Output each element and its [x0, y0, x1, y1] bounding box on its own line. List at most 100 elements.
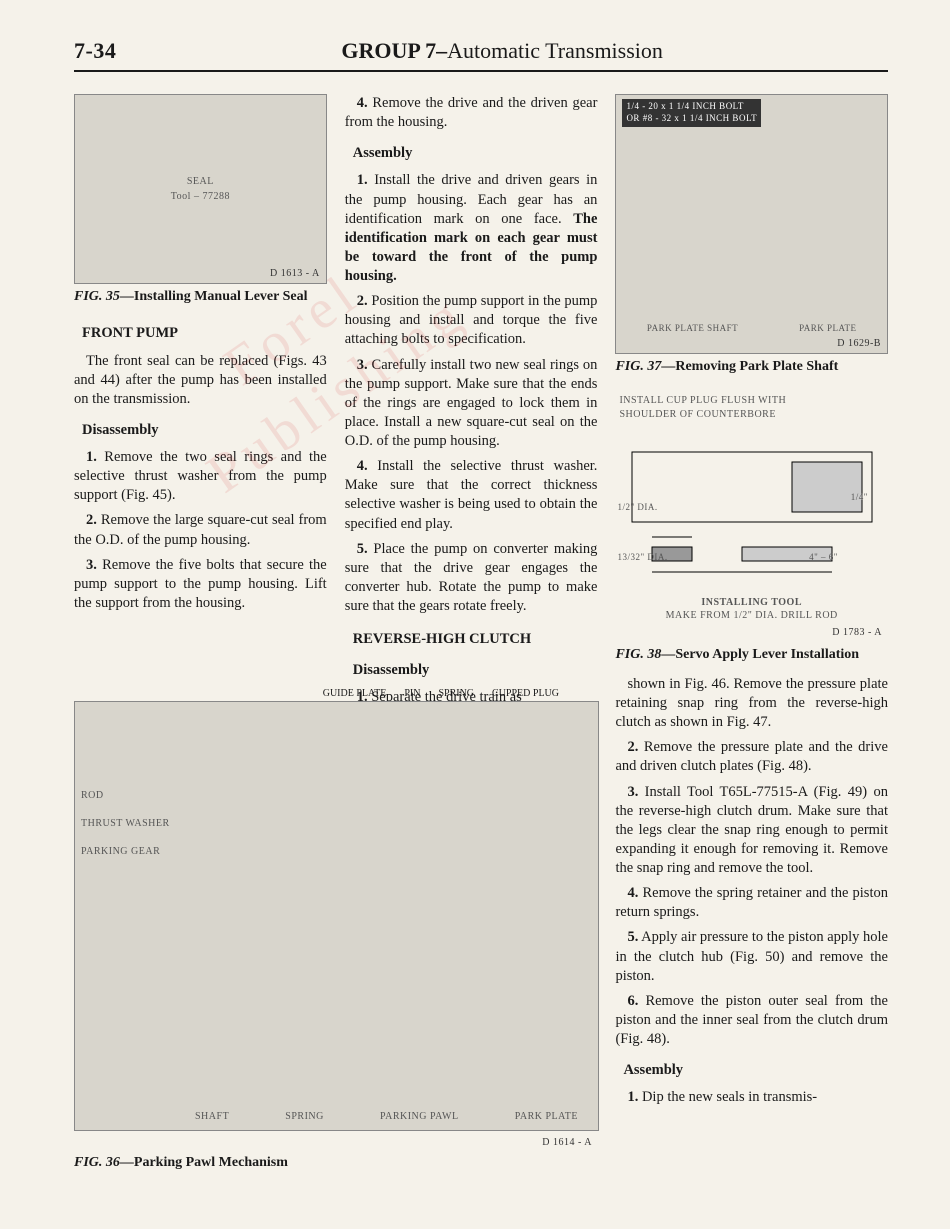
page-number: 7-34	[74, 38, 116, 64]
fig37-image: 1/4 - 20 x 1 1/4 INCH BOLT OR #8 - 32 x …	[615, 94, 888, 354]
c2-p2-t: Install the drive and driven gears in th…	[345, 172, 598, 226]
c3-p3-t: Install Tool T65L-77515-A (Fig. 49) on t…	[615, 784, 888, 877]
fig35-label-tool: Tool – 77288	[171, 190, 230, 203]
c2-p6-n: 5.	[357, 541, 368, 557]
fig38-diagram-svg	[622, 442, 882, 592]
fig36-tl-3: CUPPED PLUG	[492, 688, 559, 699]
c1-p3-t: Remove the large square-cut seal from th…	[74, 512, 327, 547]
header-title: GROUP 7–Automatic Transmission	[116, 38, 888, 64]
fig37-caption: FIG. 37—Removing Park Plate Shaft	[615, 358, 888, 376]
fig38-id: D 1783 - A	[832, 626, 882, 639]
fig37-caption-label: FIG. 37—	[615, 359, 675, 374]
c2-p3: 2. Position the pump support in the pump…	[345, 292, 598, 349]
c3-p3-n: 3.	[627, 784, 638, 800]
fig36-sl-6: PARK PLATE	[515, 1111, 578, 1122]
fig37-top-note: 1/4 - 20 x 1 1/4 INCH BOLT OR #8 - 32 x …	[622, 99, 761, 127]
sub-assembly-1: Assembly	[353, 144, 598, 163]
c1-p2-n: 1.	[86, 449, 97, 465]
fig36-id: D 1614 - A	[542, 1137, 592, 1148]
fig38-dim-2: 13/32" DIA.	[617, 552, 667, 564]
sub-assembly-2: Assembly	[623, 1061, 888, 1080]
fig36-image: ROD THRUST WASHER PARKING GEAR SHAFT SPR…	[74, 701, 599, 1131]
c3-p6-t: Remove the piston outer seal from the pi…	[615, 993, 888, 1047]
c2-p3-n: 2.	[357, 293, 368, 309]
c2-p1-t: Remove the drive and the driven gear fro…	[345, 95, 598, 130]
c1-p2-t: Remove the two seal rings and the select…	[74, 449, 327, 503]
fig35-caption: FIG. 35—Installing Manual Lever Seal	[74, 288, 327, 306]
c3-p6-n: 6.	[627, 993, 638, 1009]
c2-p4-t: Carefully install two new seal rings on …	[345, 357, 598, 450]
fig38-top-note: INSTALL CUP PLUG FLUSH WITH SHOULDER OF …	[619, 394, 786, 420]
fig36-tl-1: PIN	[404, 688, 420, 699]
fig38-bottom-bold: INSTALLING TOOL	[701, 597, 802, 608]
fig37-label-plate: PARK PLATE	[799, 323, 856, 335]
fig38-caption-label: FIG. 38—	[615, 647, 675, 662]
fig36-tl-0: GUIDE PLATE	[323, 688, 387, 699]
fig36-top-labels: GUIDE PLATE PIN SPRING CUPPED PLUG	[74, 688, 599, 699]
section-reverse-high: REVERSE-HIGH CLUTCH	[345, 630, 598, 649]
fig35-id: D 1613 - A	[270, 267, 320, 280]
fig37-caption-text: Removing Park Plate Shaft	[675, 359, 838, 374]
sub-disassembly-1: Disassembly	[82, 421, 327, 440]
c2-p5-n: 4.	[357, 458, 368, 474]
fig36-wrap: GUIDE PLATE PIN SPRING CUPPED PLUG ROD T…	[74, 688, 599, 1171]
c3-p5-t: Apply air pressure to the piston apply h…	[615, 929, 888, 983]
c3-p4: 4. Remove the spring retainer and the pi…	[615, 884, 888, 922]
c1-p2: 1. Remove the two seal rings and the sel…	[74, 448, 327, 505]
c3-p1: shown in Fig. 46. Remove the pressure pl…	[615, 675, 888, 732]
c3-p4-n: 4.	[627, 885, 638, 901]
c1-p4-t: Remove the five bolts that secure the pu…	[74, 557, 327, 611]
fig36-tl-2: SPRING	[438, 688, 474, 699]
header-group-bold: GROUP 7–	[341, 38, 447, 63]
c3-p6: 6. Remove the piston outer seal from the…	[615, 992, 888, 1049]
fig36-sl-4: SPRING	[285, 1111, 324, 1122]
fig36-sl-2: PARKING GEAR	[81, 838, 170, 866]
c1-p4: 3. Remove the five bolts that secure the…	[74, 556, 327, 613]
c1-p3-n: 2.	[86, 512, 97, 528]
fig36-caption: FIG. 36—Parking Pawl Mechanism	[74, 1155, 599, 1171]
c3-p2-n: 2.	[627, 739, 638, 755]
c1-p3: 2. Remove the large square-cut seal from…	[74, 511, 327, 549]
fig38-dim-1: 1/2" DIA.	[617, 502, 657, 514]
page-header: 7-34 GROUP 7–Automatic Transmission	[74, 38, 888, 72]
c2-p5-t: Install the selective thrust washer. Mak…	[345, 458, 598, 531]
fig38-dim-3: 1/4"	[851, 492, 868, 504]
c3-p7-n: 1.	[627, 1089, 638, 1105]
c2-p1: 4. Remove the drive and the driven gear …	[345, 94, 598, 132]
c2-p6: 5. Place the pump on converter making su…	[345, 540, 598, 617]
c2-p1-n: 4.	[357, 95, 368, 111]
c3-p2-t: Remove the pressure plate and the drive …	[615, 739, 888, 774]
fig35-caption-label: FIG. 35—	[74, 289, 134, 304]
c2-p6-t: Place the pump on converter making sure …	[345, 541, 598, 614]
fig37-label-shaft: PARK PLATE SHAFT	[647, 323, 738, 335]
fig36-sl-5: PARKING PAWL	[380, 1111, 459, 1122]
fig38-caption-text: Servo Apply Lever Installation	[675, 647, 859, 662]
fig38-bottom-line: MAKE FROM 1/2" DIA. DRILL ROD	[666, 610, 838, 621]
fig38-dim-4: 4" – 6"	[809, 552, 838, 564]
c2-p5: 4. Install the selective thrust washer. …	[345, 457, 598, 534]
fig37-id: D 1629-B	[837, 337, 881, 350]
section-front-pump: FRONT PUMP	[74, 324, 327, 343]
c3-p5: 5. Apply air pressure to the piston appl…	[615, 928, 888, 985]
c2-p2: 1. Install the drive and driven gears in…	[345, 171, 598, 286]
c3-p7: 1. Dip the new seals in transmis-	[615, 1088, 888, 1107]
fig36-sl-3: SHAFT	[195, 1111, 229, 1122]
c2-p4-n: 3.	[357, 357, 368, 373]
fig35-caption-text: Installing Manual Lever Seal	[134, 289, 308, 304]
fig36-sl-0: ROD	[81, 782, 170, 810]
c3-p7-t: Dip the new seals in transmis-	[638, 1089, 817, 1105]
fig36-sl-1: THRUST WASHER	[81, 810, 170, 838]
c3-p2: 2. Remove the pressure plate and the dri…	[615, 738, 888, 776]
c2-p2-n: 1.	[357, 172, 368, 188]
fig35-label-seal: SEAL	[187, 175, 214, 188]
fig36-caption-text: Parking Pawl Mechanism	[134, 1155, 288, 1170]
fig38-image: INSTALL CUP PLUG FLUSH WITH SHOULDER OF …	[615, 392, 888, 642]
c1-p1: The front seal can be replaced (Figs. 43…	[74, 352, 327, 409]
c2-p4: 3. Carefully install two new seal rings …	[345, 356, 598, 452]
column-3: 1/4 - 20 x 1 1/4 INCH BOLT OR #8 - 32 x …	[615, 94, 888, 1113]
c3-p4-t: Remove the spring retainer and the pisto…	[615, 885, 888, 920]
fig35-image: SEAL Tool – 77288 D 1613 - A	[74, 94, 327, 284]
header-group-rest: Automatic Transmission	[447, 38, 663, 63]
c3-p3: 3. Install Tool T65L-77515-A (Fig. 49) o…	[615, 783, 888, 879]
fig38-caption: FIG. 38—Servo Apply Lever Installation	[615, 646, 888, 664]
